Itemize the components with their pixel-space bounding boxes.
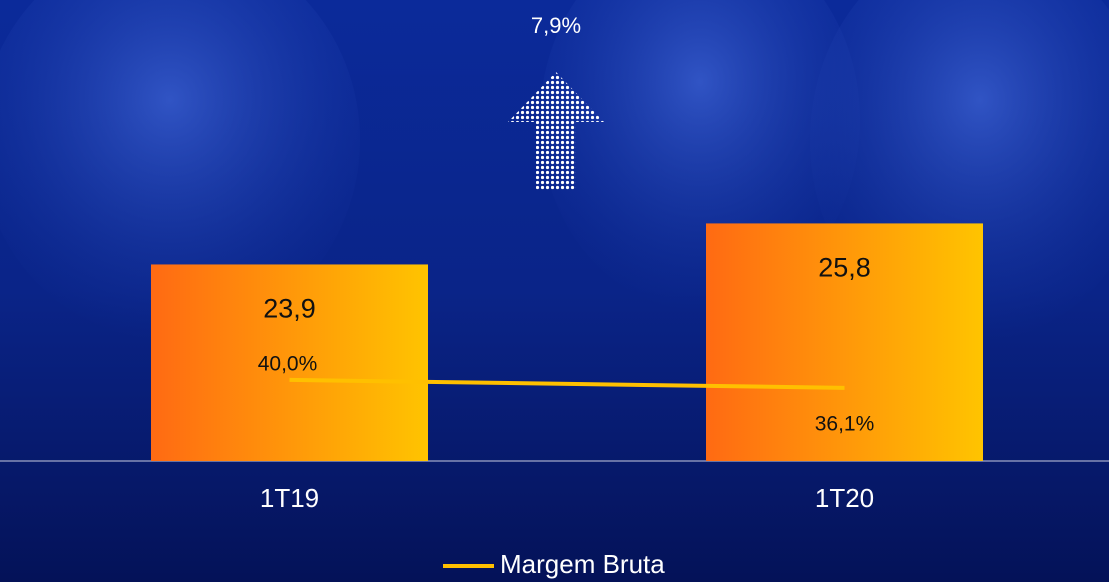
bar (706, 223, 983, 461)
line-value-label: 40,0% (258, 352, 318, 375)
line (289, 377, 845, 390)
bar-value-label: 25,8 (818, 253, 871, 283)
increase-arrow (508, 72, 604, 190)
bar (151, 264, 428, 461)
background-shape (0, 0, 360, 340)
annotation: 7,9% (531, 13, 581, 38)
x-tick-label: 1T20 (815, 483, 874, 513)
x-tick-label: 1T19 (260, 483, 319, 513)
bar-value-label: 23,9 (263, 294, 316, 324)
line-value-label: 36,1% (815, 412, 875, 435)
legend-label: Margem Bruta (500, 549, 665, 579)
legend: Margem Bruta (443, 549, 665, 579)
